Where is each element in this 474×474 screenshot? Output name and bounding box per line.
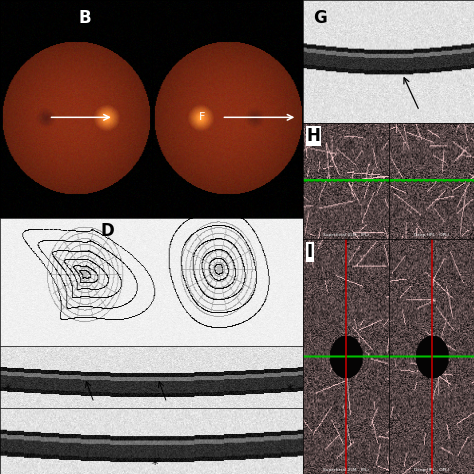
Text: *: * [152, 457, 158, 471]
Text: *: * [5, 383, 11, 396]
Text: I: I [307, 243, 313, 261]
Text: Deep (IPL - OPL): Deep (IPL - OPL) [414, 233, 449, 237]
Text: Superficial (ILM - IPL): Superficial (ILM - IPL) [323, 468, 369, 472]
Text: Deep (IPL - OPL): Deep (IPL - OPL) [414, 468, 449, 472]
Text: D: D [100, 222, 114, 240]
Text: B: B [79, 9, 91, 27]
Text: H: H [307, 127, 320, 145]
Text: Superficial (ILM - IPL): Superficial (ILM - IPL) [323, 233, 369, 237]
Text: G: G [314, 9, 328, 27]
Text: *: * [287, 383, 293, 396]
Text: F: F [199, 112, 205, 122]
